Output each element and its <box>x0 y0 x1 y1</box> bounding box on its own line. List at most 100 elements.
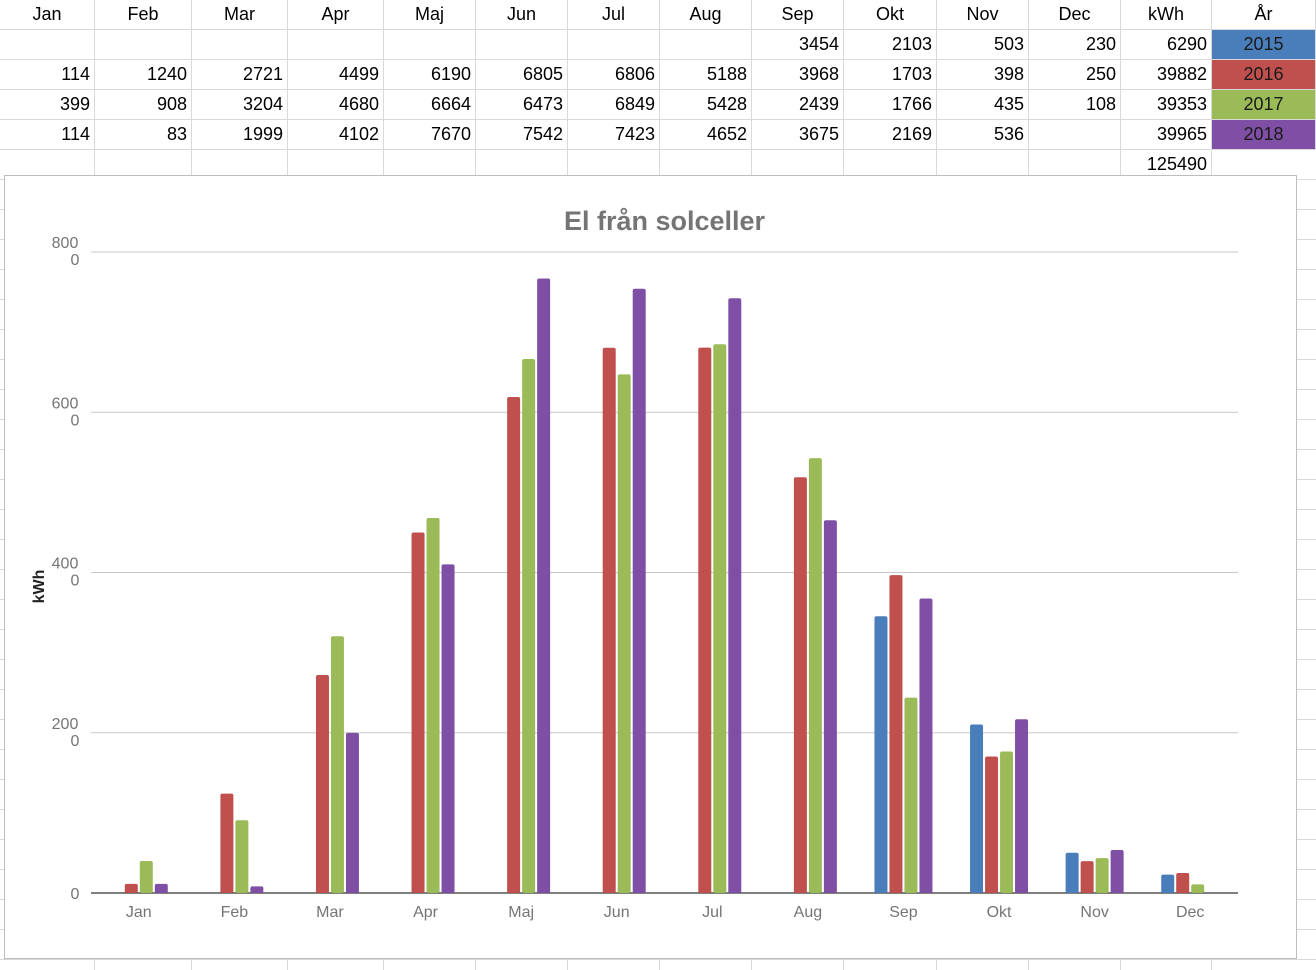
bar[interactable] <box>345 732 359 893</box>
data-cell[interactable]: 7423 <box>568 120 660 150</box>
header-cell[interactable]: Maj <box>384 0 476 30</box>
header-cell[interactable]: Feb <box>95 0 192 30</box>
header-cell[interactable]: Sep <box>752 0 844 30</box>
total-cell[interactable]: 39965 <box>1121 120 1212 150</box>
header-cell[interactable]: kWh <box>1121 0 1212 30</box>
data-cell[interactable]: 2103 <box>844 30 937 60</box>
year-cell[interactable]: 2018 <box>1212 120 1316 150</box>
data-cell[interactable]: 4680 <box>288 90 384 120</box>
data-cell[interactable] <box>95 30 192 60</box>
bar[interactable] <box>889 575 903 893</box>
bar[interactable] <box>1015 719 1029 893</box>
data-cell[interactable]: 4102 <box>288 120 384 150</box>
data-cell[interactable] <box>660 30 752 60</box>
header-cell[interactable]: År <box>1212 0 1316 30</box>
data-cell[interactable] <box>288 30 384 60</box>
data-cell[interactable] <box>384 30 476 60</box>
data-cell[interactable]: 5188 <box>660 60 752 90</box>
total-cell[interactable]: 6290 <box>1121 30 1212 60</box>
data-cell[interactable]: 4499 <box>288 60 384 90</box>
data-cell[interactable]: 1240 <box>95 60 192 90</box>
year-cell[interactable]: 2016 <box>1212 60 1316 90</box>
bar[interactable] <box>617 374 631 893</box>
data-cell[interactable]: 114 <box>0 120 95 150</box>
data-cell[interactable] <box>192 30 288 60</box>
bar[interactable] <box>970 724 984 893</box>
data-cell[interactable]: 230 <box>1029 30 1121 60</box>
bar[interactable] <box>602 347 616 893</box>
bar[interactable] <box>904 697 918 893</box>
bar[interactable] <box>823 520 837 893</box>
data-cell[interactable]: 399 <box>0 90 95 120</box>
data-cell[interactable]: 108 <box>1029 90 1121 120</box>
total-cell[interactable]: 39882 <box>1121 60 1212 90</box>
data-cell[interactable]: 6664 <box>384 90 476 120</box>
chart-container[interactable]: El från solceller kWh 0 200 0 400 0 600 0 800 0 … <box>4 175 1297 959</box>
bar[interactable] <box>1080 861 1094 893</box>
bar[interactable] <box>1110 850 1124 893</box>
header-cell[interactable]: Jun <box>476 0 568 30</box>
data-cell[interactable]: 3968 <box>752 60 844 90</box>
data-cell[interactable]: 2169 <box>844 120 937 150</box>
data-cell[interactable] <box>1029 120 1121 150</box>
data-cell[interactable]: 5428 <box>660 90 752 120</box>
bar[interactable] <box>426 518 440 893</box>
data-cell[interactable]: 1703 <box>844 60 937 90</box>
header-cell[interactable]: Dec <box>1029 0 1121 30</box>
data-cell[interactable]: 1766 <box>844 90 937 120</box>
bar[interactable] <box>1161 874 1175 893</box>
data-cell[interactable]: 2439 <box>752 90 844 120</box>
bar[interactable] <box>808 458 822 893</box>
bar[interactable] <box>1191 884 1205 893</box>
header-cell[interactable]: Okt <box>844 0 937 30</box>
data-cell[interactable] <box>568 30 660 60</box>
data-cell[interactable]: 398 <box>937 60 1029 90</box>
bar[interactable] <box>793 477 807 893</box>
data-cell[interactable]: 7670 <box>384 120 476 150</box>
bar[interactable] <box>250 886 264 893</box>
data-cell[interactable]: 83 <box>95 120 192 150</box>
data-cell[interactable] <box>0 30 95 60</box>
bar[interactable] <box>522 359 536 893</box>
data-cell[interactable]: 6805 <box>476 60 568 90</box>
data-cell[interactable]: 3204 <box>192 90 288 120</box>
bar[interactable] <box>1176 872 1190 893</box>
data-cell[interactable]: 6473 <box>476 90 568 120</box>
bar[interactable] <box>874 616 888 893</box>
header-cell[interactable]: Jul <box>568 0 660 30</box>
header-cell[interactable]: Nov <box>937 0 1029 30</box>
bar[interactable] <box>537 278 551 893</box>
data-cell[interactable]: 6190 <box>384 60 476 90</box>
bar[interactable] <box>507 397 521 893</box>
header-cell[interactable]: Aug <box>660 0 752 30</box>
bar[interactable] <box>139 861 153 893</box>
bar[interactable] <box>713 344 727 893</box>
bar[interactable] <box>124 883 138 893</box>
data-cell[interactable]: 503 <box>937 30 1029 60</box>
bar[interactable] <box>1000 751 1014 893</box>
header-cell[interactable]: Jan <box>0 0 95 30</box>
data-cell[interactable]: 7542 <box>476 120 568 150</box>
data-cell[interactable]: 435 <box>937 90 1029 120</box>
data-cell[interactable]: 250 <box>1029 60 1121 90</box>
year-cell[interactable]: 2015 <box>1212 30 1316 60</box>
bar[interactable] <box>1065 852 1079 893</box>
total-cell[interactable]: 39353 <box>1121 90 1212 120</box>
bar[interactable] <box>330 636 344 893</box>
bar[interactable] <box>411 532 425 893</box>
data-cell[interactable]: 2721 <box>192 60 288 90</box>
bar[interactable] <box>728 298 742 893</box>
bar[interactable] <box>315 674 329 893</box>
bar[interactable] <box>919 598 933 893</box>
bar[interactable] <box>632 288 646 893</box>
bar[interactable] <box>698 347 712 893</box>
header-cell[interactable]: Apr <box>288 0 384 30</box>
data-cell[interactable]: 6849 <box>568 90 660 120</box>
data-cell[interactable]: 6806 <box>568 60 660 90</box>
data-cell[interactable]: 1999 <box>192 120 288 150</box>
data-cell[interactable]: 536 <box>937 120 1029 150</box>
bar[interactable] <box>1095 858 1109 893</box>
data-cell[interactable]: 114 <box>0 60 95 90</box>
header-cell[interactable]: Mar <box>192 0 288 30</box>
bar[interactable] <box>154 883 168 893</box>
